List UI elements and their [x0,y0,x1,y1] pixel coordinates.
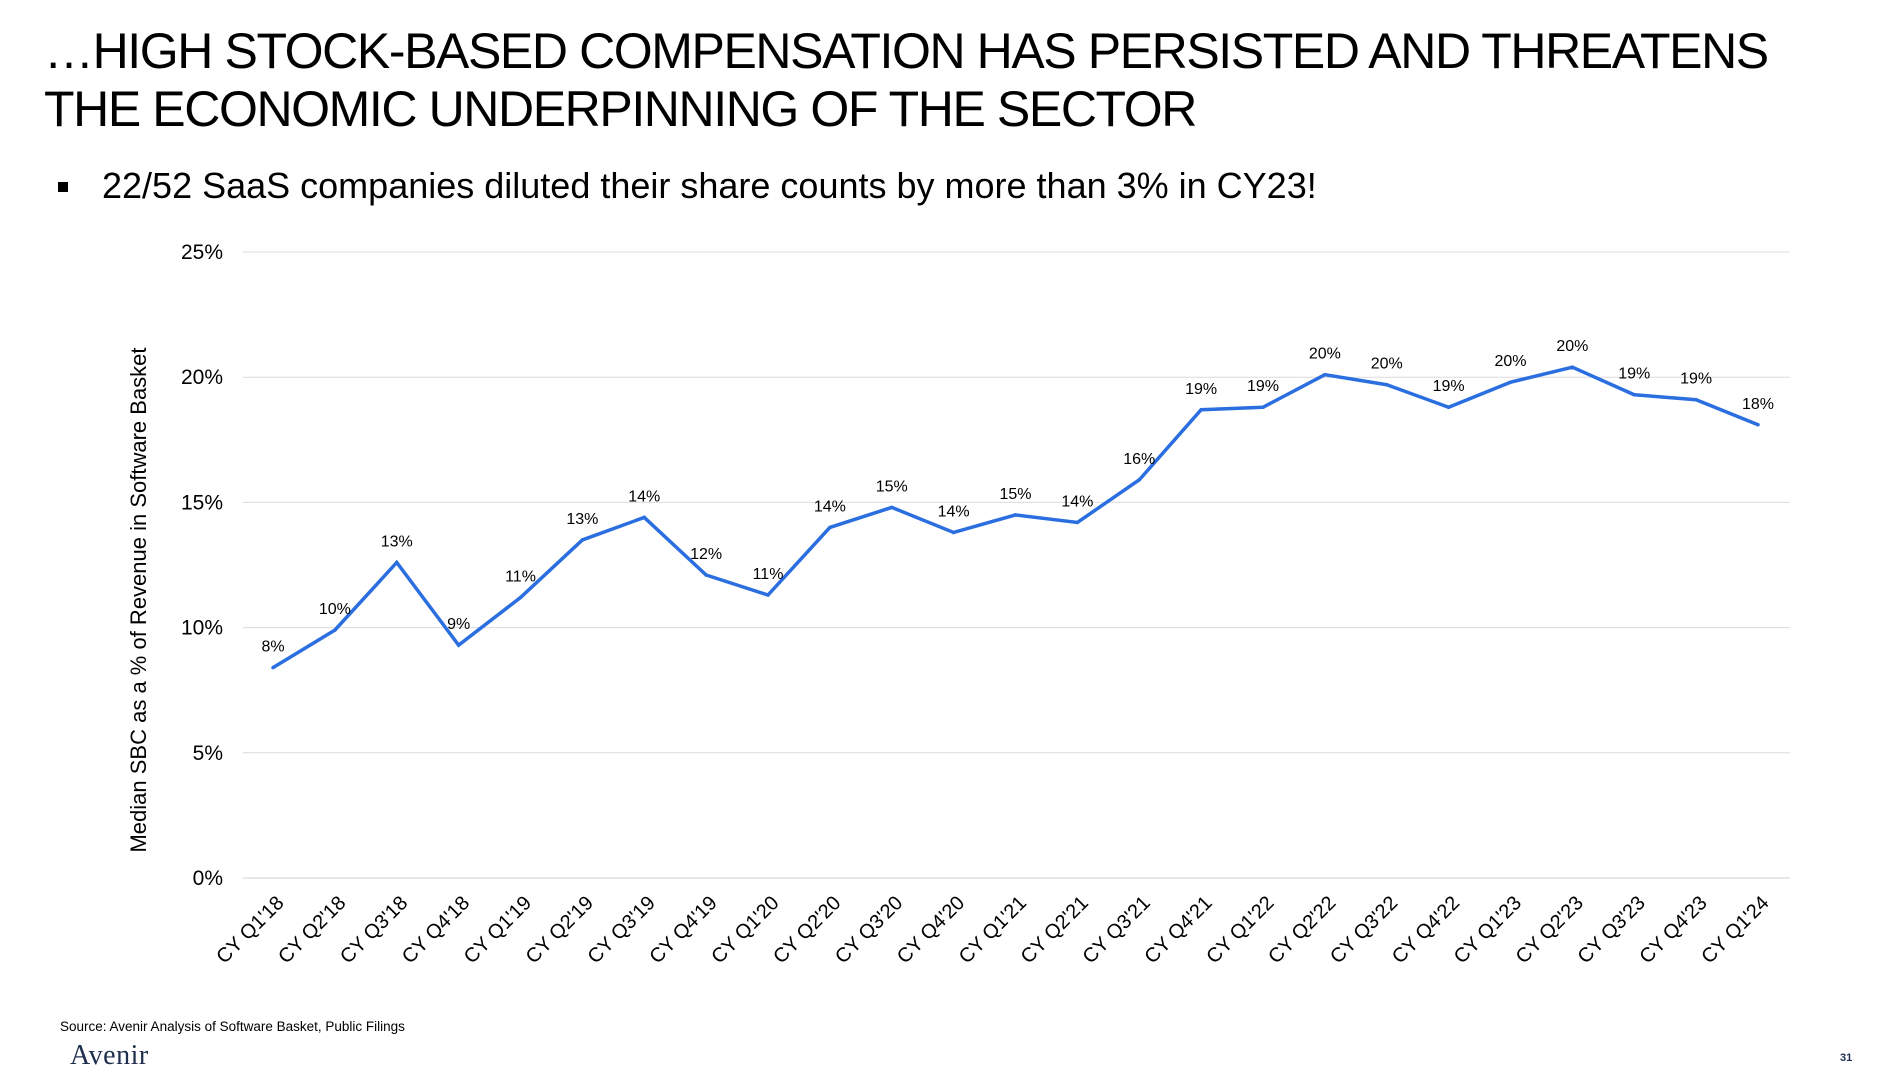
data-label: 19% [1618,366,1650,383]
data-label: 19% [1185,381,1217,398]
x-tick-label: CY Q1'24 [1697,892,1773,968]
data-point [1261,405,1265,409]
data-point [1137,478,1141,482]
data-label: 15% [999,486,1031,503]
data-label: 11% [753,566,784,583]
data-label: 20% [1371,356,1403,373]
data-label: 12% [690,546,722,563]
y-tick-label: 0% [193,867,223,890]
data-point [1446,405,1451,409]
data-label: 20% [1309,346,1341,363]
data-point [1508,380,1513,384]
data-point [1694,397,1698,402]
avenir-logo: Avenir [70,1040,149,1071]
key-point-text: 22/52 SaaS companies diluted their share… [102,165,1317,206]
data-label: 14% [938,503,970,520]
data-label: 14% [814,498,846,515]
data-label: 20% [1556,338,1588,355]
data-label: 15% [876,478,908,495]
key-point-bullet: 22/52 SaaS companies diluted their share… [58,164,1317,208]
data-point [642,515,646,520]
y-tick-label: 15% [181,491,223,514]
data-point [1385,382,1389,387]
data-label: 16% [1123,451,1155,468]
y-tick-label: 20% [181,366,223,389]
data-label: 18% [1742,396,1774,413]
y-tick-label: 10% [181,617,223,640]
data-point [951,530,956,535]
data-point [1756,423,1760,427]
data-label: 14% [1061,493,1093,510]
series-line [272,365,1759,670]
data-point [271,665,275,670]
data-label: 13% [381,533,413,550]
source-note: Source: Avenir Analysis of Software Bask… [60,1019,405,1034]
data-label: 20% [1494,353,1526,370]
title-line-2: THE ECONOMIC UNDERPINNING OF THE SECTOR [44,81,1197,137]
data-point [518,595,523,600]
y-tick-label: 25% [181,241,223,264]
data-point [1632,392,1636,397]
data-point [766,593,770,597]
data-point [828,525,832,530]
data-label: 11% [505,569,536,586]
data-point [333,628,337,632]
y-tick-label: 5% [193,742,223,765]
data-point [1075,520,1080,525]
data-label: 19% [1680,371,1712,388]
data-point [1323,372,1327,377]
square-bullet-icon [58,182,68,192]
data-point [580,538,585,542]
data-label: 9% [447,616,470,633]
data-point [456,643,461,647]
data-label: 14% [628,488,660,505]
slide-title: …HIGH STOCK-BASED COMPENSATION HAS PERSI… [44,22,1884,138]
data-label: 13% [566,511,598,528]
data-label: 19% [1247,378,1279,395]
data-point [1199,408,1203,412]
data-label: 8% [261,639,284,656]
data-label: 19% [1433,378,1465,395]
data-point [1570,365,1575,369]
data-point [1013,513,1018,517]
title-line-1: …HIGH STOCK-BASED COMPENSATION HAS PERSI… [44,23,1769,79]
data-label: 10% [319,601,351,618]
data-point [704,573,708,577]
data-point [395,560,399,565]
y-axis-title: Median SBC as a % of Revenue in Software… [126,347,151,852]
page-number: 31 [1840,1052,1853,1064]
data-point [890,505,894,510]
